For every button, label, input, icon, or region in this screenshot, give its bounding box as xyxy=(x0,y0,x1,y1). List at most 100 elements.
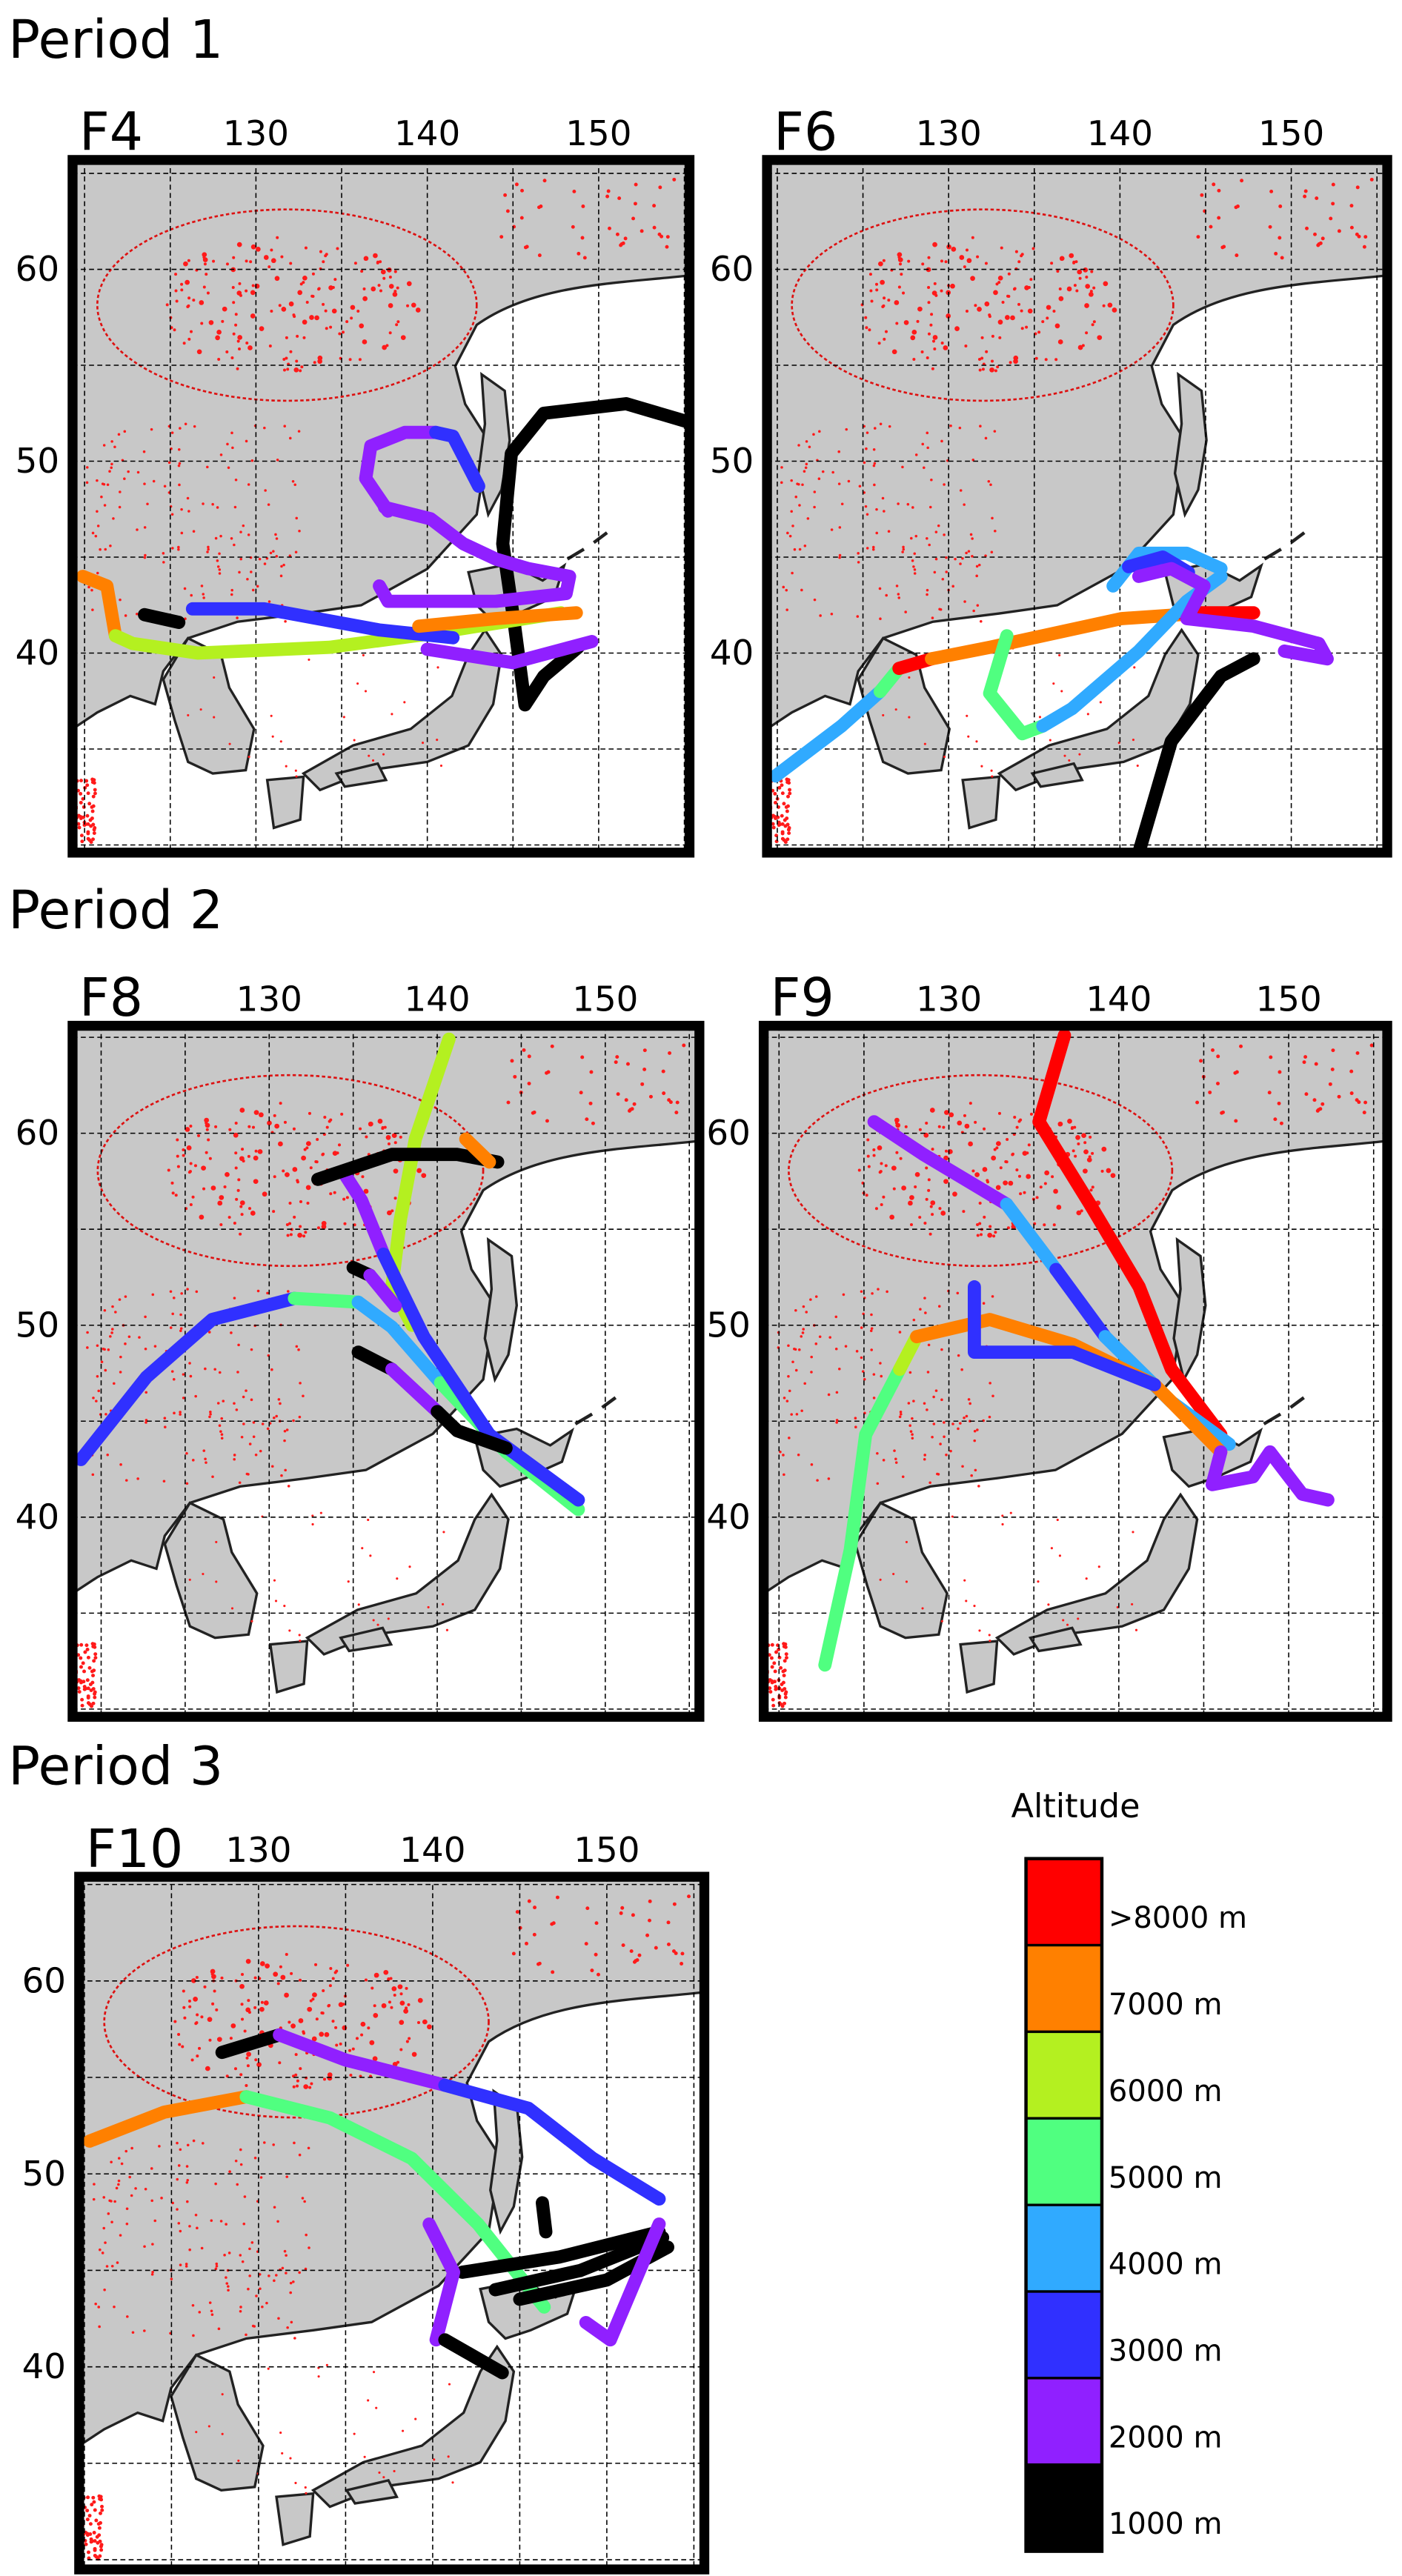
trajectory xyxy=(1132,562,1334,666)
trajectory xyxy=(1049,1262,1112,1344)
y-tick-label: 50 xyxy=(16,442,59,482)
map-content xyxy=(763,1025,1388,1717)
x-tick-label: 130 xyxy=(223,114,289,154)
trajectory xyxy=(336,1165,391,1261)
legend-swatch xyxy=(1024,2203,1103,2293)
trajectory xyxy=(288,1291,365,1309)
legend-label: 4000 m xyxy=(1109,2248,1223,2282)
y-tick-label: 40 xyxy=(22,2347,66,2387)
x-tick-label: 140 xyxy=(404,980,470,1020)
legend-swatch xyxy=(1024,1857,1103,1947)
x-tick-label: 150 xyxy=(572,980,638,1020)
trajectory xyxy=(412,606,583,633)
map-frame xyxy=(758,1020,1392,1722)
legend-title: Altitude xyxy=(1011,1788,1140,1826)
legend-label: 2000 m xyxy=(1109,2420,1223,2454)
trajectory xyxy=(138,608,186,629)
legend: Altitude >8000 m 7000 m 6000 m 5000 m 4000 m 3… xyxy=(1011,1788,1247,2553)
y-tick-label: 60 xyxy=(706,1114,750,1154)
y-tick-label: 50 xyxy=(16,1305,59,1345)
y-tick-label: 60 xyxy=(710,250,754,290)
trajectory xyxy=(983,629,1050,741)
map-panel: F8 130 140 150 40 50 60 xyxy=(16,967,705,1722)
legend-swatch xyxy=(1024,2290,1103,2380)
legend-label: 7000 m xyxy=(1109,1988,1223,2022)
x-tick-label: 130 xyxy=(236,980,302,1020)
map-frame xyxy=(762,155,1392,858)
trajectory xyxy=(431,1405,513,1455)
trajectory xyxy=(925,608,1187,666)
legend-label: 6000 m xyxy=(1109,2074,1223,2109)
y-tick-label: 40 xyxy=(710,633,754,673)
trajectory xyxy=(1032,1028,1228,1442)
y-tick-label: 50 xyxy=(706,1305,750,1345)
y-tick-label: 40 xyxy=(706,1497,750,1537)
trajectory xyxy=(1205,1445,1335,1507)
map-panel: F9 130 140 150 40 50 60 xyxy=(706,967,1392,1722)
trajectory xyxy=(351,1295,448,1390)
period-title: Period 1 xyxy=(8,9,223,70)
y-tick-label: 60 xyxy=(16,1114,59,1154)
x-tick-label: 150 xyxy=(565,114,631,154)
trajectory xyxy=(108,606,568,660)
x-tick-label: 140 xyxy=(1086,980,1152,1020)
trajectory xyxy=(422,2217,461,2347)
x-tick-label: 150 xyxy=(574,1831,639,1871)
map-frame xyxy=(74,1871,710,2575)
x-tick-label: 130 xyxy=(916,980,982,1020)
trajectory xyxy=(438,2078,666,2206)
x-tick-label: 130 xyxy=(916,114,982,154)
trajectory xyxy=(82,2090,253,2148)
trajectory xyxy=(215,2028,286,2060)
trajectory xyxy=(363,1268,402,1313)
x-tick-label: 140 xyxy=(1087,114,1153,154)
trajectory xyxy=(867,1115,1014,1211)
map-panel: F4 130 140 150 40 50 60 xyxy=(16,101,695,858)
map-content xyxy=(767,159,1388,853)
y-tick-label: 60 xyxy=(16,250,59,290)
trajectory xyxy=(496,397,690,712)
y-tick-label: 50 xyxy=(710,442,754,482)
legend-label: >8000 m xyxy=(1109,1901,1247,1935)
legend-swatch xyxy=(1024,2117,1103,2206)
legend-swatch xyxy=(1024,2463,1103,2553)
x-tick-label: 150 xyxy=(1255,980,1321,1020)
map-frame xyxy=(67,155,695,858)
legend-label: 3000 m xyxy=(1109,2334,1223,2369)
trajectory xyxy=(456,2225,666,2279)
y-tick-label: 50 xyxy=(22,2154,66,2194)
period-title: Period 3 xyxy=(8,1736,223,1797)
legend-border xyxy=(1024,1857,1104,2553)
map-content xyxy=(72,159,690,853)
trajectory xyxy=(768,685,887,783)
trajectory xyxy=(376,1247,585,1507)
trajectory xyxy=(967,1280,1161,1391)
map-panel: F10 130 140 150 40 50 60 xyxy=(22,1818,710,2575)
trajectory xyxy=(385,1362,445,1419)
trajectory xyxy=(76,570,122,643)
period-title: Period 2 xyxy=(8,879,223,941)
trajectory xyxy=(359,425,443,518)
trajectory xyxy=(420,635,599,670)
trajectory xyxy=(536,2196,553,2239)
trajectory xyxy=(438,2333,509,2380)
trajectory xyxy=(488,2231,670,2297)
panel-label: F8 xyxy=(79,967,143,1028)
y-tick-label: 40 xyxy=(16,1497,59,1537)
trajectory xyxy=(239,2090,551,2314)
legend-label: 1000 m xyxy=(1109,2507,1223,2541)
x-tick-label: 140 xyxy=(394,114,460,154)
y-tick-label: 40 xyxy=(16,633,59,673)
x-tick-label: 130 xyxy=(225,1831,291,1871)
trajectory xyxy=(273,2028,452,2092)
trajectory xyxy=(1132,652,1260,853)
trajectory xyxy=(459,1132,496,1169)
panel-label: F9 xyxy=(771,967,834,1028)
legend-swatch xyxy=(1024,1943,1103,2034)
trajectory xyxy=(579,2217,666,2347)
x-tick-label: 140 xyxy=(399,1831,465,1871)
trajectory xyxy=(429,425,485,493)
trajectory xyxy=(1000,1197,1063,1277)
